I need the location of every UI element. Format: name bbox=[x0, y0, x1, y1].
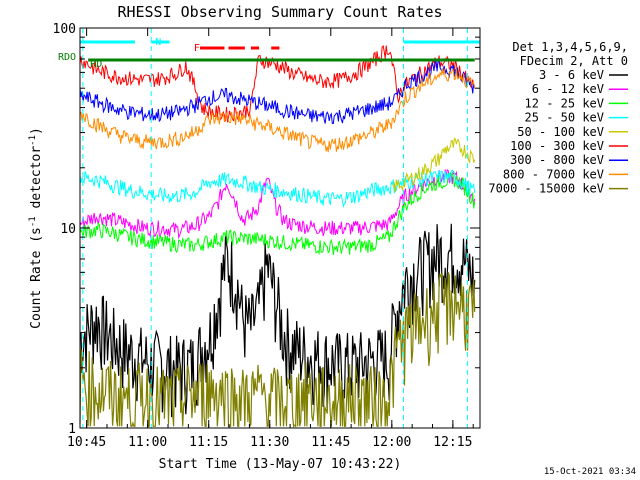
series-line-5 bbox=[392, 137, 476, 193]
timestamp: 15-Oct-2021 03:34 bbox=[544, 467, 636, 477]
rd-flag: RD bbox=[90, 59, 102, 70]
series-line-7 bbox=[79, 59, 476, 125]
x-axis-label: Start Time (13-May-07 10:43:22) bbox=[159, 457, 402, 472]
annotation-layer: RDO RD N F bbox=[58, 28, 480, 428]
y-tick-label: 10 bbox=[60, 222, 76, 237]
series-line-4 bbox=[79, 169, 476, 209]
y-tick-label: 100 bbox=[53, 22, 76, 37]
series-line-2 bbox=[79, 168, 476, 240]
series-line-8 bbox=[79, 68, 476, 153]
y-axis-label: Count Rate (s-1 detector-1) bbox=[28, 127, 44, 329]
x-axis: 10:45 11:00 11:15 11:30 11:45 12:00 12:15 bbox=[67, 28, 474, 450]
x-tick-label: 11:00 bbox=[128, 435, 167, 450]
legend-label: 6 - 12 keV bbox=[532, 82, 604, 96]
legend-label: 50 - 100 keV bbox=[517, 125, 604, 139]
y-axis: 1 10 100 bbox=[53, 22, 480, 437]
chart-title: RHESSI Observing Summary Count Rates bbox=[117, 3, 442, 21]
x-tick-label: 11:30 bbox=[250, 435, 289, 450]
series-line-3 bbox=[79, 171, 476, 256]
rdo-flag-left: RDO bbox=[58, 52, 76, 63]
legend-label: 12 - 25 keV bbox=[525, 96, 604, 110]
y-tick-label: 1 bbox=[68, 422, 76, 437]
legend-label: 7000 - 15000 keV bbox=[488, 182, 604, 196]
x-tick-label: 11:45 bbox=[311, 435, 350, 450]
legend-label: 800 - 7000 keV bbox=[503, 167, 604, 181]
x-tick-label: 11:15 bbox=[189, 435, 228, 450]
series-line-9 bbox=[79, 272, 476, 428]
f-flag: F bbox=[194, 43, 200, 54]
legend-label: 100 - 300 keV bbox=[510, 139, 604, 153]
series-layer bbox=[79, 44, 476, 428]
legend: Det 1,3,4,5,6,9, FDecim 2, Att 0 3 - 6 k… bbox=[488, 40, 628, 196]
x-tick-label: 10:45 bbox=[67, 435, 106, 450]
legend-label: 25 - 50 keV bbox=[525, 111, 604, 125]
n-flag: N bbox=[155, 37, 161, 48]
x-tick-label: 12:15 bbox=[433, 435, 472, 450]
legend-label: 300 - 800 keV bbox=[510, 153, 604, 167]
legend-header-line-2: FDecim 2, Att 0 bbox=[520, 54, 628, 68]
legend-header-line-1: Det 1,3,4,5,6,9, bbox=[512, 40, 628, 54]
legend-label: 3 - 6 keV bbox=[539, 68, 604, 82]
x-tick-label: 12:00 bbox=[372, 435, 411, 450]
